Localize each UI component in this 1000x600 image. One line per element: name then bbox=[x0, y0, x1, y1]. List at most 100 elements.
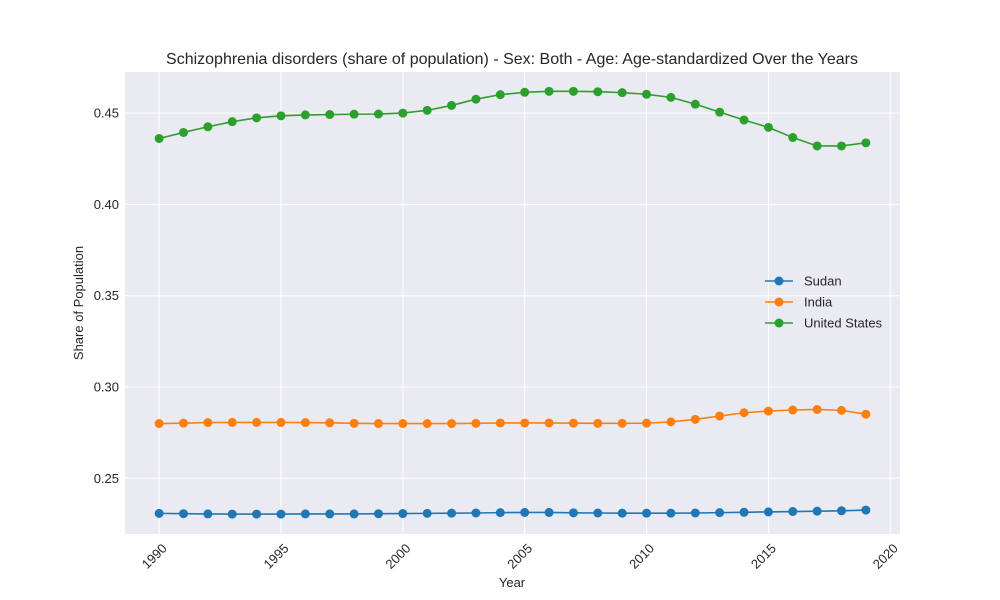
data-point-sudan bbox=[227, 509, 237, 519]
data-point-united-states bbox=[666, 92, 676, 102]
data-point-united-states bbox=[739, 115, 749, 125]
data-point-united-states bbox=[325, 110, 335, 120]
data-point-united-states bbox=[642, 89, 652, 99]
x-axis-title: Year bbox=[499, 575, 526, 590]
data-point-india bbox=[617, 418, 627, 428]
legend-label: Sudan bbox=[804, 274, 842, 289]
data-point-sudan bbox=[178, 509, 188, 519]
data-point-india bbox=[520, 418, 530, 428]
plot-area bbox=[125, 72, 900, 534]
data-point-sudan bbox=[447, 508, 457, 518]
data-point-india bbox=[398, 419, 408, 429]
data-point-sudan bbox=[837, 506, 847, 516]
data-point-sudan bbox=[471, 508, 481, 518]
data-point-united-states bbox=[471, 94, 481, 104]
data-point-india bbox=[544, 418, 554, 428]
legend-item-india: India bbox=[765, 295, 833, 310]
data-point-united-states bbox=[690, 99, 700, 109]
data-point-sudan bbox=[520, 507, 530, 517]
y-axis-title: Share of Population bbox=[71, 246, 86, 360]
data-point-sudan bbox=[568, 508, 578, 518]
chart-title: Schizophrenia disorders (share of popula… bbox=[166, 51, 858, 68]
data-point-united-states bbox=[763, 122, 773, 132]
grid-lines bbox=[125, 72, 900, 534]
data-point-india bbox=[495, 418, 505, 428]
data-point-united-states bbox=[812, 141, 822, 151]
data-point-india bbox=[788, 405, 798, 415]
legend-marker bbox=[774, 276, 784, 286]
data-point-united-states bbox=[520, 87, 530, 97]
data-point-sudan bbox=[788, 507, 798, 517]
data-point-united-states bbox=[715, 107, 725, 117]
data-point-india bbox=[642, 418, 652, 428]
data-point-india bbox=[471, 418, 481, 428]
data-point-india bbox=[276, 417, 286, 427]
y-tick-label: 0.40 bbox=[94, 197, 119, 212]
data-point-sudan bbox=[715, 508, 725, 518]
data-point-united-states bbox=[544, 86, 554, 96]
data-point-united-states bbox=[861, 138, 871, 148]
data-point-united-states bbox=[349, 109, 359, 119]
legend-marker bbox=[774, 297, 784, 307]
data-point-india bbox=[763, 406, 773, 416]
data-point-india bbox=[837, 405, 847, 415]
legend-marker bbox=[774, 318, 784, 328]
data-point-india bbox=[300, 418, 310, 428]
data-point-india bbox=[373, 419, 383, 429]
series-india bbox=[154, 404, 871, 429]
data-point-united-states bbox=[593, 87, 603, 97]
data-point-sudan bbox=[812, 506, 822, 516]
legend-item-united-states: United States bbox=[765, 316, 883, 331]
data-point-india bbox=[447, 419, 457, 429]
data-point-sudan bbox=[349, 509, 359, 519]
legend-label: India bbox=[804, 295, 833, 310]
data-point-india bbox=[325, 418, 335, 428]
data-point-india bbox=[739, 408, 749, 418]
data-point-india bbox=[154, 419, 164, 429]
data-point-sudan bbox=[300, 509, 310, 519]
data-point-united-states bbox=[837, 141, 847, 151]
y-tick-label: 0.45 bbox=[94, 106, 119, 121]
data-point-united-states bbox=[617, 88, 627, 98]
data-point-united-states bbox=[300, 110, 310, 120]
data-point-sudan bbox=[617, 508, 627, 518]
data-point-sudan bbox=[544, 507, 554, 517]
data-point-india bbox=[349, 418, 359, 428]
data-point-united-states bbox=[178, 127, 188, 137]
data-point-sudan bbox=[276, 509, 286, 519]
data-point-sudan bbox=[495, 508, 505, 518]
series-united-states bbox=[154, 86, 871, 151]
data-point-sudan bbox=[642, 508, 652, 518]
data-point-india bbox=[227, 417, 237, 427]
data-point-sudan bbox=[593, 508, 603, 518]
data-point-united-states bbox=[398, 108, 408, 118]
data-point-india bbox=[593, 418, 603, 428]
data-point-india bbox=[812, 404, 822, 414]
y-tick-label: 0.35 bbox=[94, 288, 119, 303]
data-point-united-states bbox=[276, 111, 286, 121]
data-point-sudan bbox=[398, 509, 408, 519]
data-point-india bbox=[422, 419, 432, 429]
data-point-india bbox=[203, 418, 213, 428]
data-point-sudan bbox=[690, 508, 700, 518]
data-point-united-states bbox=[447, 100, 457, 110]
data-point-united-states bbox=[227, 117, 237, 127]
data-point-united-states bbox=[568, 86, 578, 96]
series-layer bbox=[154, 86, 871, 519]
legend-item-sudan: Sudan bbox=[765, 274, 842, 289]
data-point-india bbox=[568, 418, 578, 428]
data-point-united-states bbox=[252, 113, 262, 123]
data-point-sudan bbox=[373, 509, 383, 519]
data-point-sudan bbox=[763, 507, 773, 517]
data-point-sudan bbox=[422, 508, 432, 518]
data-point-united-states bbox=[788, 133, 798, 143]
data-point-united-states bbox=[422, 105, 432, 115]
data-point-sudan bbox=[861, 505, 871, 515]
legend: Sudan India United States bbox=[765, 274, 883, 331]
data-point-sudan bbox=[252, 509, 262, 519]
data-point-sudan bbox=[739, 507, 749, 517]
data-point-sudan bbox=[325, 509, 335, 519]
data-point-united-states bbox=[373, 109, 383, 119]
data-point-united-states bbox=[495, 90, 505, 100]
